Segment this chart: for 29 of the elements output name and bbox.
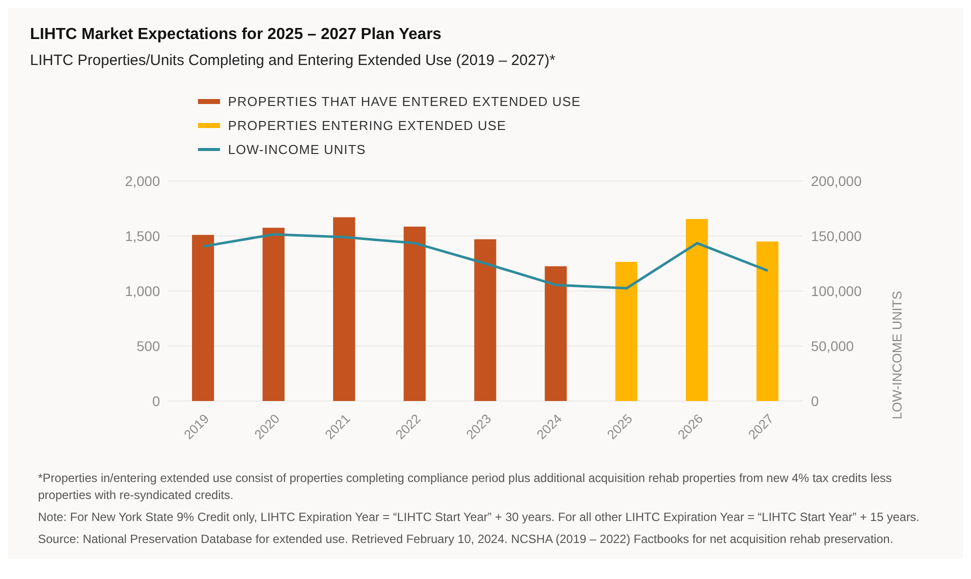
- legend-label: PROPERTIES ENTERING EXTENDED USE: [227, 116, 508, 134]
- legend-label: LOW-INCOME UNITS: [227, 140, 367, 158]
- y-tick-label: 0: [152, 392, 160, 409]
- bar: [756, 242, 778, 401]
- y2-tick-label: 50,000: [811, 338, 854, 354]
- chart-title: LIHTC Market Expectations for 2025 – 2027 Plan Years: [29, 26, 442, 44]
- text: Note: For New York State 9% Credit only, LIHTC Expiration Year = “LIHTC Start Year” + 30 years. For all other LIHTC Expiration Year = “LIHTC Start Year” + 15 years.: [38, 509, 921, 526]
- y-tick-label: 500: [136, 338, 160, 354]
- bar: [404, 226, 426, 401]
- bar: [615, 262, 638, 401]
- y2-tick-label: 0: [811, 392, 819, 409]
- chart-subtitle: LIHTC Properties/Units Completing and Entering Extended Use (2019 – 2027)*: [29, 52, 556, 69]
- y2-tick-label: 100,000: [811, 282, 862, 299]
- y-tick-label: 1,000: [124, 282, 160, 299]
- source-note: Source: National Preservation Database for extended use. Retrieved February 10, 2024. NCSHA (2019 – 2022) Factbooks for net acquisition rehab preservation.: [38, 531, 894, 548]
- y2-tick-label: 150,000: [811, 228, 862, 244]
- text: *Properties in/entering extended use consist of properties completing compliance period plus additional acquisition rehab properties from new 4% tax credits less properties with re-syndicated credits.: [38, 470, 893, 504]
- bar: [686, 218, 708, 401]
- y-tick-label: 2,000: [124, 172, 160, 189]
- bar: [262, 228, 285, 401]
- y2-tick-label: 200,000: [811, 172, 862, 189]
- legend-label: PROPERTIES THAT HAVE ENTERED EXTENDED USE: [227, 92, 582, 110]
- line-series: [202, 233, 769, 290]
- bar: [192, 234, 214, 401]
- bar: [544, 266, 567, 401]
- bar: [333, 217, 356, 401]
- y2-axis-title: LOW-INCOME UNITS: [890, 290, 905, 420]
- y-tick-label: 1,500: [124, 228, 160, 244]
- bar: [474, 239, 496, 401]
